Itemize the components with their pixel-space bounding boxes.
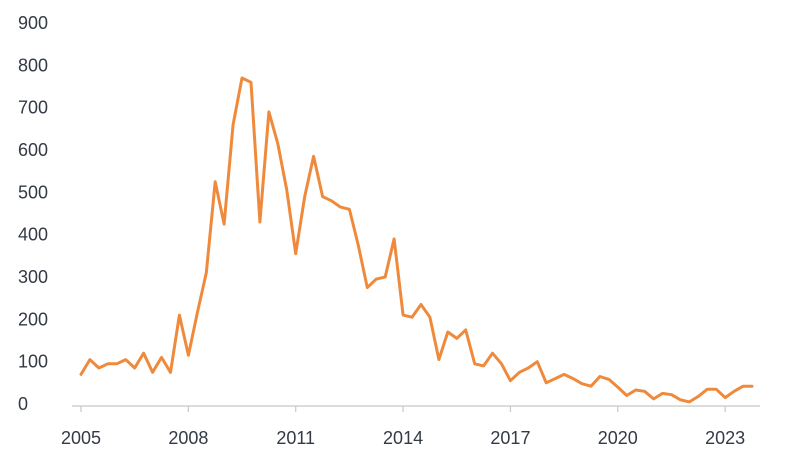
x-tick-label: 2017 <box>490 428 530 448</box>
x-tick-label: 2020 <box>598 428 638 448</box>
y-tick-label: 800 <box>18 55 48 75</box>
y-tick-label: 900 <box>18 13 48 33</box>
y-tick-label: 200 <box>18 309 48 329</box>
y-tick-label: 600 <box>18 140 48 160</box>
x-tick-label: 2023 <box>705 428 745 448</box>
x-tick-label: 2011 <box>276 428 315 448</box>
y-tick-label: 300 <box>18 267 48 287</box>
x-tick-label: 2008 <box>168 428 208 448</box>
y-tick-label: 0 <box>18 394 28 414</box>
y-tick-label: 700 <box>18 98 48 118</box>
y-tick-label: 400 <box>18 225 48 245</box>
x-tick-label: 2005 <box>61 428 101 448</box>
x-axis-ticks: 2005 2008 2011 2014 2017 2020 2023 <box>61 406 745 448</box>
y-tick-label: 500 <box>18 182 48 202</box>
series-line <box>79 76 754 404</box>
x-tick-label: 2014 <box>383 428 423 448</box>
y-tick-label: 100 <box>18 352 48 372</box>
y-axis-tick-labels: 0 100 200 300 400 500 600 700 800 900 <box>18 13 48 414</box>
